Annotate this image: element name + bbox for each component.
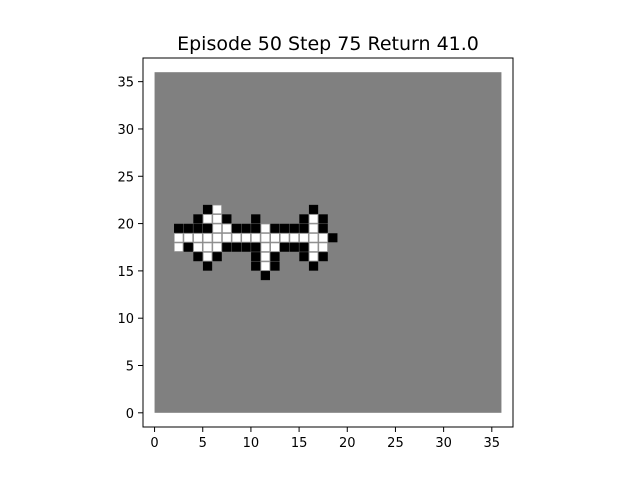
- x-tick-label: 25: [387, 436, 404, 451]
- black-cell: [308, 261, 319, 271]
- white-cell: [212, 233, 222, 243]
- y-tick-label: 35: [117, 76, 134, 91]
- black-cell: [299, 242, 309, 252]
- black-cell: [212, 252, 222, 262]
- x-tick-label: 35: [484, 436, 501, 451]
- white-cell: [193, 242, 203, 252]
- black-cell: [251, 223, 261, 233]
- black-cell: [251, 214, 261, 224]
- white-cell: [222, 223, 232, 233]
- white-cell: [270, 233, 280, 243]
- white-cell: [308, 242, 319, 252]
- white-cell: [308, 233, 319, 243]
- white-cell: [270, 242, 280, 252]
- white-cell: [308, 223, 319, 233]
- white-cell: [289, 233, 299, 243]
- black-cell: [270, 252, 280, 262]
- white-cell: [260, 223, 270, 233]
- black-cell: [193, 214, 203, 224]
- y-tick-label: 15: [117, 265, 134, 280]
- black-cell: [318, 252, 328, 262]
- black-cell: [289, 242, 299, 252]
- y-tick-label: 20: [117, 218, 134, 233]
- white-cell: [308, 252, 319, 262]
- black-cell: [299, 223, 309, 233]
- white-cell: [202, 242, 213, 252]
- black-cell: [308, 204, 319, 214]
- x-tick-label: 30: [435, 436, 452, 451]
- black-cell: [222, 214, 232, 224]
- board-cells: [174, 204, 338, 281]
- white-cell: [241, 233, 251, 243]
- black-cell: [280, 242, 290, 252]
- white-cell: [212, 223, 222, 233]
- black-cell: [183, 223, 193, 233]
- board-background: [154, 72, 502, 413]
- white-cell: [202, 233, 213, 243]
- white-cell: [202, 214, 213, 224]
- game-board: [154, 72, 502, 413]
- x-tick-label: 5: [199, 436, 207, 451]
- black-cell: [318, 223, 328, 233]
- white-cell: [174, 242, 184, 252]
- x-axis-ticks: 0 5 10 15 20 25 30 35: [150, 427, 500, 451]
- white-cell: [212, 204, 222, 214]
- white-cell: [212, 214, 222, 224]
- white-cell: [231, 233, 242, 243]
- black-cell: [318, 214, 328, 224]
- white-cell: [260, 261, 270, 271]
- black-cell: [202, 261, 213, 271]
- white-cell: [308, 214, 319, 224]
- x-tick-label: 10: [243, 436, 260, 451]
- black-cell: [231, 223, 242, 233]
- black-cell: [241, 242, 251, 252]
- black-cell: [193, 223, 203, 233]
- white-cell: [280, 233, 290, 243]
- black-cell: [328, 233, 338, 243]
- white-cell: [251, 233, 261, 243]
- white-cell: [260, 233, 270, 243]
- y-axis-ticks: 0 5 10 15 20 25 30 35: [117, 76, 143, 422]
- plot-title: Episode 50 Step 75 Return 41.0: [177, 33, 479, 55]
- white-cell: [222, 233, 232, 243]
- black-cell: [280, 223, 290, 233]
- white-cell: [193, 233, 203, 243]
- black-cell: [299, 252, 309, 262]
- black-cell: [231, 242, 242, 252]
- white-cell: [202, 252, 213, 262]
- white-cell: [174, 233, 184, 243]
- black-cell: [222, 242, 232, 252]
- black-cell: [241, 223, 251, 233]
- black-cell: [251, 261, 261, 271]
- white-cell: [299, 233, 309, 243]
- black-cell: [260, 271, 270, 281]
- y-tick-label: 30: [117, 123, 134, 138]
- white-cell: [318, 233, 328, 243]
- white-cell: [212, 242, 222, 252]
- white-cell: [260, 242, 270, 252]
- black-cell: [202, 204, 213, 214]
- black-cell: [270, 223, 280, 233]
- black-cell: [289, 223, 299, 233]
- black-cell: [299, 214, 309, 224]
- black-cell: [270, 261, 280, 271]
- x-tick-label: 20: [339, 436, 356, 451]
- black-cell: [183, 242, 193, 252]
- white-cell: [260, 252, 270, 262]
- black-cell: [174, 223, 184, 233]
- x-tick-label: 0: [150, 436, 158, 451]
- x-tick-label: 15: [291, 436, 308, 451]
- y-tick-label: 25: [117, 170, 134, 185]
- black-cell: [251, 242, 261, 252]
- black-cell: [251, 252, 261, 262]
- white-cell: [183, 233, 193, 243]
- y-tick-label: 10: [117, 312, 134, 327]
- y-tick-label: 0: [126, 407, 134, 422]
- y-tick-label: 5: [126, 360, 134, 375]
- white-cell: [318, 242, 328, 252]
- black-cell: [202, 223, 213, 233]
- black-cell: [193, 252, 203, 262]
